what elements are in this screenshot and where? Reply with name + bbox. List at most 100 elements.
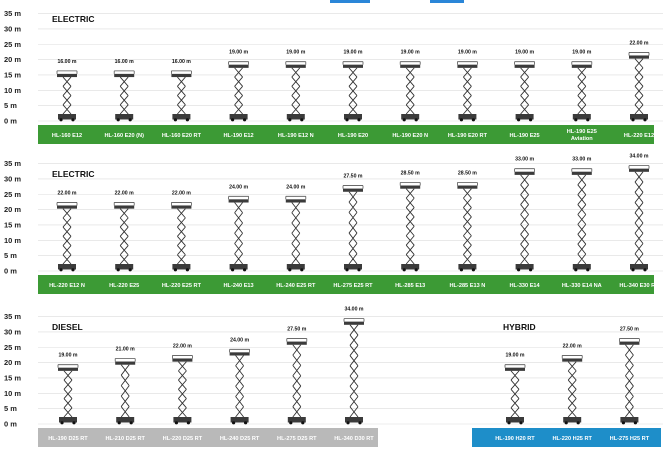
lift-wheel (185, 268, 189, 272)
lift-chassis (620, 417, 639, 423)
model-name-label: HL-190 E12 N (278, 133, 314, 139)
lift-chassis (172, 114, 191, 120)
height-value-label: 16.00 m (172, 59, 191, 65)
lift-scissor-arms (62, 76, 72, 115)
lift-platform (114, 205, 135, 209)
lift-platform (457, 64, 478, 68)
lift-scissor-arms (405, 188, 415, 265)
lift-platform (228, 199, 249, 203)
lift-wheel (289, 421, 293, 425)
height-value-label: 19.00 m (286, 50, 305, 56)
lift-wheel (564, 421, 568, 425)
lift-platform (343, 188, 363, 192)
section-title: DIESEL (52, 322, 83, 332)
lift-chassis (515, 264, 534, 270)
lift-chassis (458, 264, 477, 270)
height-value-label: 22.00 m (173, 343, 192, 349)
lift-chassis (58, 264, 76, 270)
section-title: ELECTRIC (52, 169, 95, 179)
lift-wheel (174, 421, 178, 425)
scissor-lift-bar (342, 185, 364, 272)
lift-scissor-arms (520, 67, 529, 115)
model-name-label: HL-190 E12 (224, 133, 254, 139)
lift-scissor-arms (291, 67, 301, 115)
lift-wheel (346, 421, 350, 425)
scissor-lift-bar (343, 318, 365, 425)
height-value-label: 19.00 m (58, 353, 77, 359)
lift-chassis (115, 264, 134, 270)
lift-platform (286, 341, 307, 345)
lift-scissor-arms (634, 171, 644, 265)
lift-platform (571, 171, 592, 175)
lift-chassis (515, 114, 534, 120)
model-label-band (38, 125, 654, 144)
lift-chassis (59, 417, 77, 423)
lift-wheel (288, 268, 292, 272)
chart-electric-1: 35 m 30 m 25 m 20 m 15 m 10 m 5 m 0 m ELECTRIC 16… (4, 9, 663, 144)
lift-scissor-arms (348, 191, 358, 265)
lift-chassis (345, 417, 363, 423)
lift-wheel (517, 118, 521, 122)
lift-chassis (563, 417, 582, 423)
lift-platform (229, 352, 250, 356)
model-name-label: HL-240 E25 RT (276, 283, 316, 289)
lift-wheel (72, 421, 76, 425)
lift-platform (343, 64, 363, 68)
lift-scissor-arms (234, 67, 243, 115)
scissor-lift-bar (514, 61, 535, 122)
lift-platform (400, 185, 421, 189)
model-name-label: HL-160 E20 RT (162, 133, 202, 139)
y-tick-label: 15 m (4, 220, 21, 229)
lift-scissor-arms (510, 370, 520, 418)
lift-wheel (243, 118, 247, 122)
lift-platform (285, 199, 306, 203)
lift-scissor-arms (119, 208, 129, 265)
lift-wheel (643, 118, 647, 122)
y-tick-label: 15 m (4, 70, 21, 79)
lift-wheel (414, 268, 418, 272)
model-name-label: HL-190 E20 (338, 133, 368, 139)
height-value-label: 22.00 m (172, 190, 191, 196)
model-name-label: HL-330 E14 (510, 283, 541, 289)
lift-wheel (300, 118, 304, 122)
scissor-lift-bar (456, 61, 478, 122)
y-tick-label: 5 m (4, 101, 17, 110)
lift-chassis (116, 417, 135, 423)
lift-wheel (358, 421, 362, 425)
lift-scissor-arms (348, 67, 358, 115)
lift-wheel (586, 118, 590, 122)
lift-chassis (401, 264, 420, 270)
lift-scissor-arms (235, 355, 244, 418)
lift-scissor-arms (577, 67, 587, 115)
model-name-label: HL-190 E20 RT (448, 133, 488, 139)
model-name-label: HL-220 H25 RT (552, 436, 592, 442)
lift-scissor-arms (625, 344, 634, 418)
lift-platform (457, 185, 478, 189)
scissor-lift-bar (229, 348, 251, 425)
height-value-label: 27.50 m (620, 327, 639, 333)
height-value-label: 27.50 m (287, 327, 306, 333)
model-name-label: HL-285 E13 N (450, 283, 486, 289)
model-name-label: HL-330 E14 NA (562, 283, 602, 289)
lift-platform (58, 367, 78, 371)
scissor-lift-bar (456, 182, 478, 272)
lift-chassis (458, 114, 477, 120)
lift-wheel (574, 268, 578, 272)
height-value-label: 19.00 m (572, 50, 591, 56)
height-value-label: 19.00 m (343, 50, 362, 56)
lift-platform (57, 73, 77, 78)
lift-platform (514, 64, 535, 68)
panel-electric-2: 35 m 30 m 25 m 20 m 15 m 10 m 5 m 0 m ELECTRIC 22… (0, 154, 665, 298)
model-name-label: HL-220 E12 (624, 133, 654, 139)
lift-chassis (572, 114, 591, 120)
height-value-label: 22.00 m (115, 190, 134, 196)
lift-chassis (572, 264, 591, 270)
scissor-lift-bar (571, 168, 593, 272)
lift-wheel (414, 118, 418, 122)
lift-wheel (519, 421, 523, 425)
height-value-label: 34.00 m (344, 307, 363, 313)
lift-wheel (116, 268, 120, 272)
lift-wheel (357, 268, 361, 272)
lift-wheel (231, 118, 235, 122)
lift-scissor-arms (577, 174, 587, 265)
